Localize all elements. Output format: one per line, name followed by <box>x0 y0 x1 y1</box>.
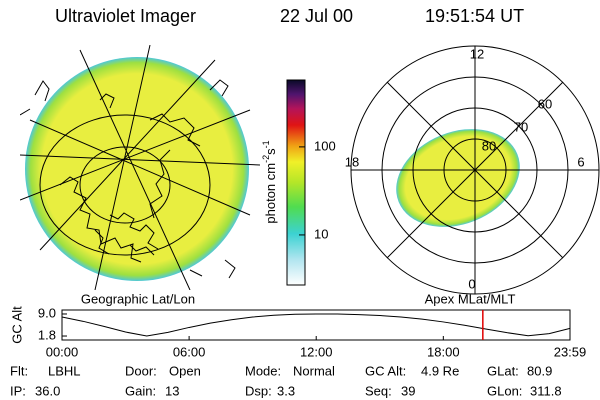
info-label: Flt: <box>10 363 28 378</box>
info-value: 4.9 Re <box>421 363 459 378</box>
info-label: GLon: <box>487 383 522 398</box>
geo-image <box>20 45 260 290</box>
info-label: IP: <box>10 383 26 398</box>
left-panel-label: Geographic Lat/Lon <box>81 291 195 306</box>
label-exponent: -2 <box>261 155 271 163</box>
mlat-label: 70 <box>514 119 528 134</box>
info-label: GLat: <box>487 363 519 378</box>
x-tick-label: 18:00 <box>427 344 460 359</box>
mlt-label: 0 <box>468 276 475 291</box>
info-value: Normal <box>293 363 335 378</box>
mlat-label: 80 <box>482 138 496 153</box>
right-panel-label: Apex MLat/MLT <box>425 291 516 306</box>
x-tick-label: 06:00 <box>173 344 206 359</box>
info-value: Open <box>169 363 201 378</box>
info-value: 3.3 <box>277 383 295 398</box>
mlt-label: 12 <box>470 46 484 61</box>
info-value: 36.0 <box>35 383 60 398</box>
altitude-line <box>61 313 571 337</box>
title: Ultraviolet Imager <box>55 6 196 26</box>
info-label: Seq: <box>365 383 392 398</box>
plot-frame <box>61 309 571 341</box>
mlat-label: 60 <box>538 96 552 111</box>
info-label: Gain: <box>125 383 156 398</box>
y-tick-label: 9.0 <box>38 305 56 320</box>
mlt-label: 6 <box>577 154 584 169</box>
mlt-label: 18 <box>345 154 359 169</box>
colorbar <box>286 79 306 286</box>
label-text: s <box>263 148 278 155</box>
x-tick-label: 23:59 <box>554 344 587 359</box>
y-axis-label: GC Alt <box>9 306 24 344</box>
date: 22 Jul 00 <box>280 6 353 26</box>
x-tick-label: 12:00 <box>300 344 333 359</box>
y-tick-label: 1.8 <box>38 327 56 342</box>
label-exponent: -1 <box>261 140 271 148</box>
info-label: Dsp: <box>245 383 272 398</box>
info-value: 39 <box>401 383 415 398</box>
label-text: photon cm <box>263 163 278 224</box>
colorbar-tick-label: 100 <box>314 138 336 153</box>
colorbar-tick-label: 10 <box>314 226 328 241</box>
polar-image <box>350 45 600 295</box>
time: 19:51:54 UT <box>425 6 524 26</box>
info-label: Mode: <box>245 363 281 378</box>
info-value: 13 <box>165 383 179 398</box>
info-value: 80.9 <box>527 363 552 378</box>
info-label: Door: <box>125 363 157 378</box>
info-value: LBHL <box>48 363 81 378</box>
x-tick-label: 00:00 <box>46 344 79 359</box>
info-value: 311.8 <box>530 383 562 398</box>
info-label: GC Alt: <box>365 363 406 378</box>
colorbar-label: photon cm-2s-1 <box>261 140 278 223</box>
